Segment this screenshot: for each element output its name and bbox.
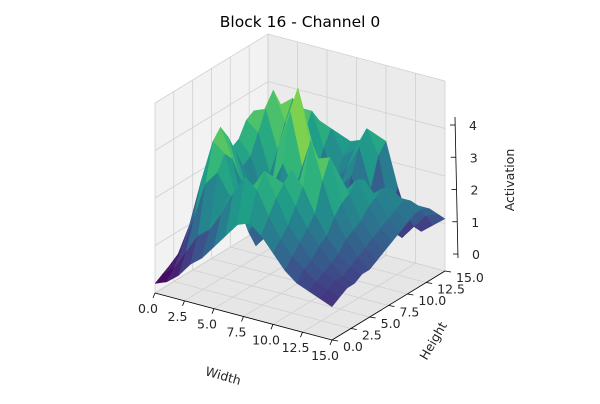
x-tick-mark xyxy=(241,316,244,322)
x-tick-label: 7.5 xyxy=(227,325,247,340)
z-tick-label: 4 xyxy=(469,118,477,133)
x-tick-label: 5.0 xyxy=(197,317,217,332)
surface-face xyxy=(319,289,340,308)
surface-mesh xyxy=(154,87,446,308)
y-tick-label: 15.0 xyxy=(456,270,484,285)
grid-line-z xyxy=(154,81,446,151)
y-tick-label: 5.0 xyxy=(381,316,401,331)
y-tick-label: 0.0 xyxy=(343,339,363,354)
y-tick-mark xyxy=(331,339,339,342)
x-tick-mark xyxy=(300,332,303,338)
grid-line-z xyxy=(154,33,446,104)
x-tick-mark xyxy=(270,324,274,330)
x-tick-label: 0.0 xyxy=(138,301,158,316)
y-tick-mark xyxy=(426,282,433,284)
y-tick-mark xyxy=(407,293,414,296)
y-tick-label: 12.5 xyxy=(437,282,465,297)
x-tick-mark xyxy=(182,300,185,306)
y-tick-mark xyxy=(350,328,357,330)
tick-labels: 0.02.55.07.510.012.515.00.02.55.07.510.0… xyxy=(138,116,484,363)
y-tick-mark xyxy=(444,270,452,273)
y-tick-mark xyxy=(388,305,395,307)
x-tick-label: 12.5 xyxy=(282,340,310,355)
z-axis-line xyxy=(454,116,459,259)
y-tick-mark xyxy=(369,316,376,319)
chart-title: Block 16 - Channel 0 xyxy=(220,13,380,31)
x-tick-mark xyxy=(211,308,215,314)
x-tick-label: 2.5 xyxy=(168,309,188,324)
y-tick-label: 2.5 xyxy=(362,328,382,343)
y-tick-label: 7.5 xyxy=(400,305,420,320)
z-tick-label: 1 xyxy=(471,215,479,230)
x-tick-mark xyxy=(329,339,333,346)
y-axis-label: Height xyxy=(416,319,450,362)
z-axis-label: Activation xyxy=(502,149,517,212)
x-tick-label: 15.0 xyxy=(311,348,339,363)
z-tick-label: 2 xyxy=(471,183,479,198)
z-tick-label: 0 xyxy=(472,247,480,262)
z-tick-label: 3 xyxy=(470,150,478,165)
x-axis-label: Width xyxy=(204,363,243,387)
x-tick-mark xyxy=(152,292,156,299)
x-tick-label: 10.0 xyxy=(252,332,280,347)
y-tick-label: 10.0 xyxy=(418,293,446,308)
